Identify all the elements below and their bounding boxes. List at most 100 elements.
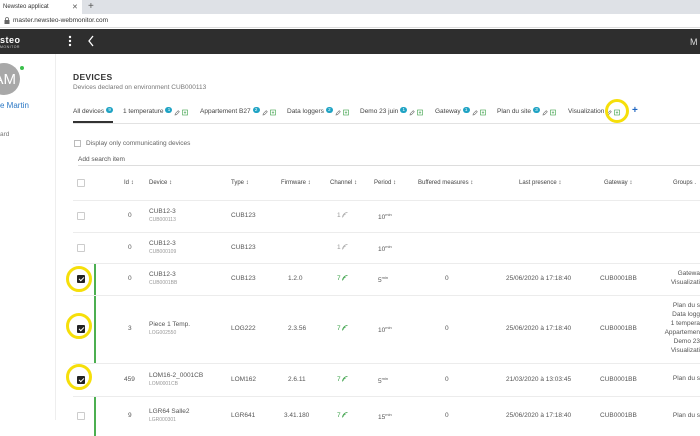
display-communicating-checkbox[interactable] (74, 140, 81, 147)
col-header-groups[interactable]: Groups . (673, 180, 697, 186)
search-input[interactable] (78, 153, 698, 165)
tab-6[interactable]: Plan du site 3 (497, 107, 556, 122)
signal-icon (341, 325, 348, 331)
pencil-icon[interactable] (262, 109, 268, 116)
signal-icon (341, 212, 348, 218)
cell-channel: 1 (337, 244, 348, 251)
cell-type: LGR641 (231, 412, 256, 419)
cell-group[interactable]: Plan du s (672, 411, 700, 419)
cell-id: 3 (128, 325, 132, 332)
address-bar[interactable] (0, 14, 700, 28)
row-checkbox[interactable] (77, 275, 85, 283)
pencil-icon[interactable] (472, 109, 478, 116)
cell-device-serial: CUB0001BB (149, 280, 178, 286)
signal-icon (341, 243, 348, 250)
cell-device-name[interactable]: CUB12-3 (149, 271, 176, 278)
add-to-group-icon[interactable] (343, 109, 349, 116)
select-all-checkbox[interactable] (77, 179, 85, 187)
cell-group[interactable]: Data logg (672, 311, 700, 318)
row-divider (73, 232, 700, 233)
col-header-channel[interactable]: Channel ↕ (330, 180, 358, 186)
row-checkbox[interactable] (77, 243, 85, 252)
add-to-group-icon[interactable] (269, 109, 276, 116)
cell-firmware: 2.3.56 (288, 325, 307, 332)
add-to-group-icon[interactable] (417, 109, 424, 116)
period-value: 10 (378, 245, 386, 253)
pencil-icon[interactable] (409, 109, 416, 116)
cell-group[interactable]: Plan du s (672, 375, 700, 382)
cell-device-name[interactable]: CUB12-3 (149, 239, 176, 247)
cell-group[interactable]: Gatewa (677, 270, 700, 277)
add-to-group-icon[interactable] (182, 109, 189, 116)
row-checkbox[interactable] (77, 325, 85, 333)
add-to-group-icon[interactable] (479, 109, 486, 116)
col-header-period[interactable]: Period ↕ (374, 180, 397, 186)
cell-device-name[interactable]: LGR64 Salle2 (149, 408, 190, 415)
period-unit: min (385, 212, 392, 217)
cell-buffered: 0 (445, 325, 449, 332)
cell-gateway[interactable]: CUB0001BB (600, 275, 637, 282)
tab-2[interactable]: Appartement B27 2 (200, 107, 276, 122)
cell-id: 0 (128, 275, 132, 282)
pencil-icon[interactable] (174, 109, 181, 116)
tab-1[interactable]: 1 temperature 1 (123, 107, 189, 122)
avatar[interactable]: AM (0, 63, 20, 95)
new-tab-icon[interactable]: + (88, 1, 94, 12)
tab-label: Demo 23 juin (360, 108, 399, 115)
back-chevron-icon[interactable] (86, 34, 96, 48)
channel-value: 7 (337, 325, 341, 332)
sidebar-item-dashboard[interactable]: ard (0, 131, 10, 138)
url-text[interactable]: master.newsteo-webmonitor.com (13, 17, 109, 24)
cell-gateway[interactable]: CUB0001BB (600, 375, 637, 383)
app-logo-subtitle: MONITOR (0, 45, 20, 49)
cell-last-presence: 21/03/2020 à 13:03:45 (506, 375, 572, 383)
add-tab-plus-icon[interactable]: + (632, 105, 638, 116)
cell-device-name[interactable]: Piece 1 Temp. (149, 321, 191, 328)
pencil-icon[interactable] (542, 109, 548, 116)
col-header-device[interactable]: Device ↕ (149, 180, 173, 186)
browser-tab[interactable]: Newsteo applicat (0, 0, 82, 14)
row-checkbox[interactable] (77, 412, 85, 420)
cell-last-presence: 25/06/2020 à 17:18:40 (506, 412, 572, 419)
cell-period: 15min (378, 412, 392, 421)
period-unit: min (381, 375, 389, 381)
user-name[interactable]: e Martin (0, 101, 29, 110)
tab-7[interactable]: Visualization (568, 108, 621, 122)
row-checkbox[interactable] (77, 375, 85, 384)
add-to-group-icon[interactable] (550, 109, 556, 116)
pencil-icon[interactable] (606, 109, 613, 116)
lock-icon (4, 17, 10, 24)
row-checkbox[interactable] (77, 212, 85, 220)
pencil-icon[interactable] (335, 109, 341, 116)
col-header-firmware[interactable]: Firmware ↕ (281, 180, 311, 186)
header-user-initial[interactable]: M (690, 37, 698, 47)
cell-group[interactable]: 1 tempera (670, 320, 700, 327)
cell-buffered: 0 (445, 375, 449, 383)
col-header-last-presence[interactable]: Last presence ↕ (519, 180, 562, 186)
cell-group[interactable]: Demo 23 (673, 338, 700, 345)
cell-firmware: 2.6.11 (288, 375, 306, 383)
tab-3[interactable]: Data loggers 2 (287, 107, 349, 122)
col-header-gateway[interactable]: Gateway ↕ (604, 180, 633, 186)
col-header-id[interactable]: Id ↕ (124, 180, 134, 186)
cell-group[interactable]: Visualizati (670, 279, 700, 286)
tab-5[interactable]: Gateway 1 (435, 107, 486, 122)
cell-device-name[interactable]: CUB12-3 (149, 208, 176, 215)
col-header-buffered[interactable]: Buffered measures ↕ (418, 180, 474, 186)
cell-gateway[interactable]: CUB0001BB (600, 325, 637, 332)
menu-dots-icon[interactable] (66, 34, 74, 48)
cell-device-serial: CUB000113 (149, 217, 176, 223)
cell-device-name[interactable]: LOM16-2_0001CB (149, 371, 204, 379)
tab-close-icon[interactable]: ✕ (72, 4, 78, 11)
cell-device-serial: LOG002550 (149, 330, 177, 336)
add-to-group-icon[interactable] (614, 109, 621, 116)
cell-group[interactable]: Visualizati (670, 347, 700, 354)
tab-4[interactable]: Demo 23 juin 1 (360, 107, 424, 122)
tab-0[interactable]: All devices 9 (73, 107, 114, 122)
cell-group[interactable]: Appartemen (664, 329, 700, 336)
cell-gateway[interactable]: CUB0001BB (600, 412, 637, 419)
app-logo: steo (0, 35, 21, 45)
cell-group[interactable]: Plan du s (672, 302, 700, 309)
col-header-type[interactable]: Type ↕ (231, 180, 249, 186)
tab-count-badge: 1 (400, 107, 408, 113)
